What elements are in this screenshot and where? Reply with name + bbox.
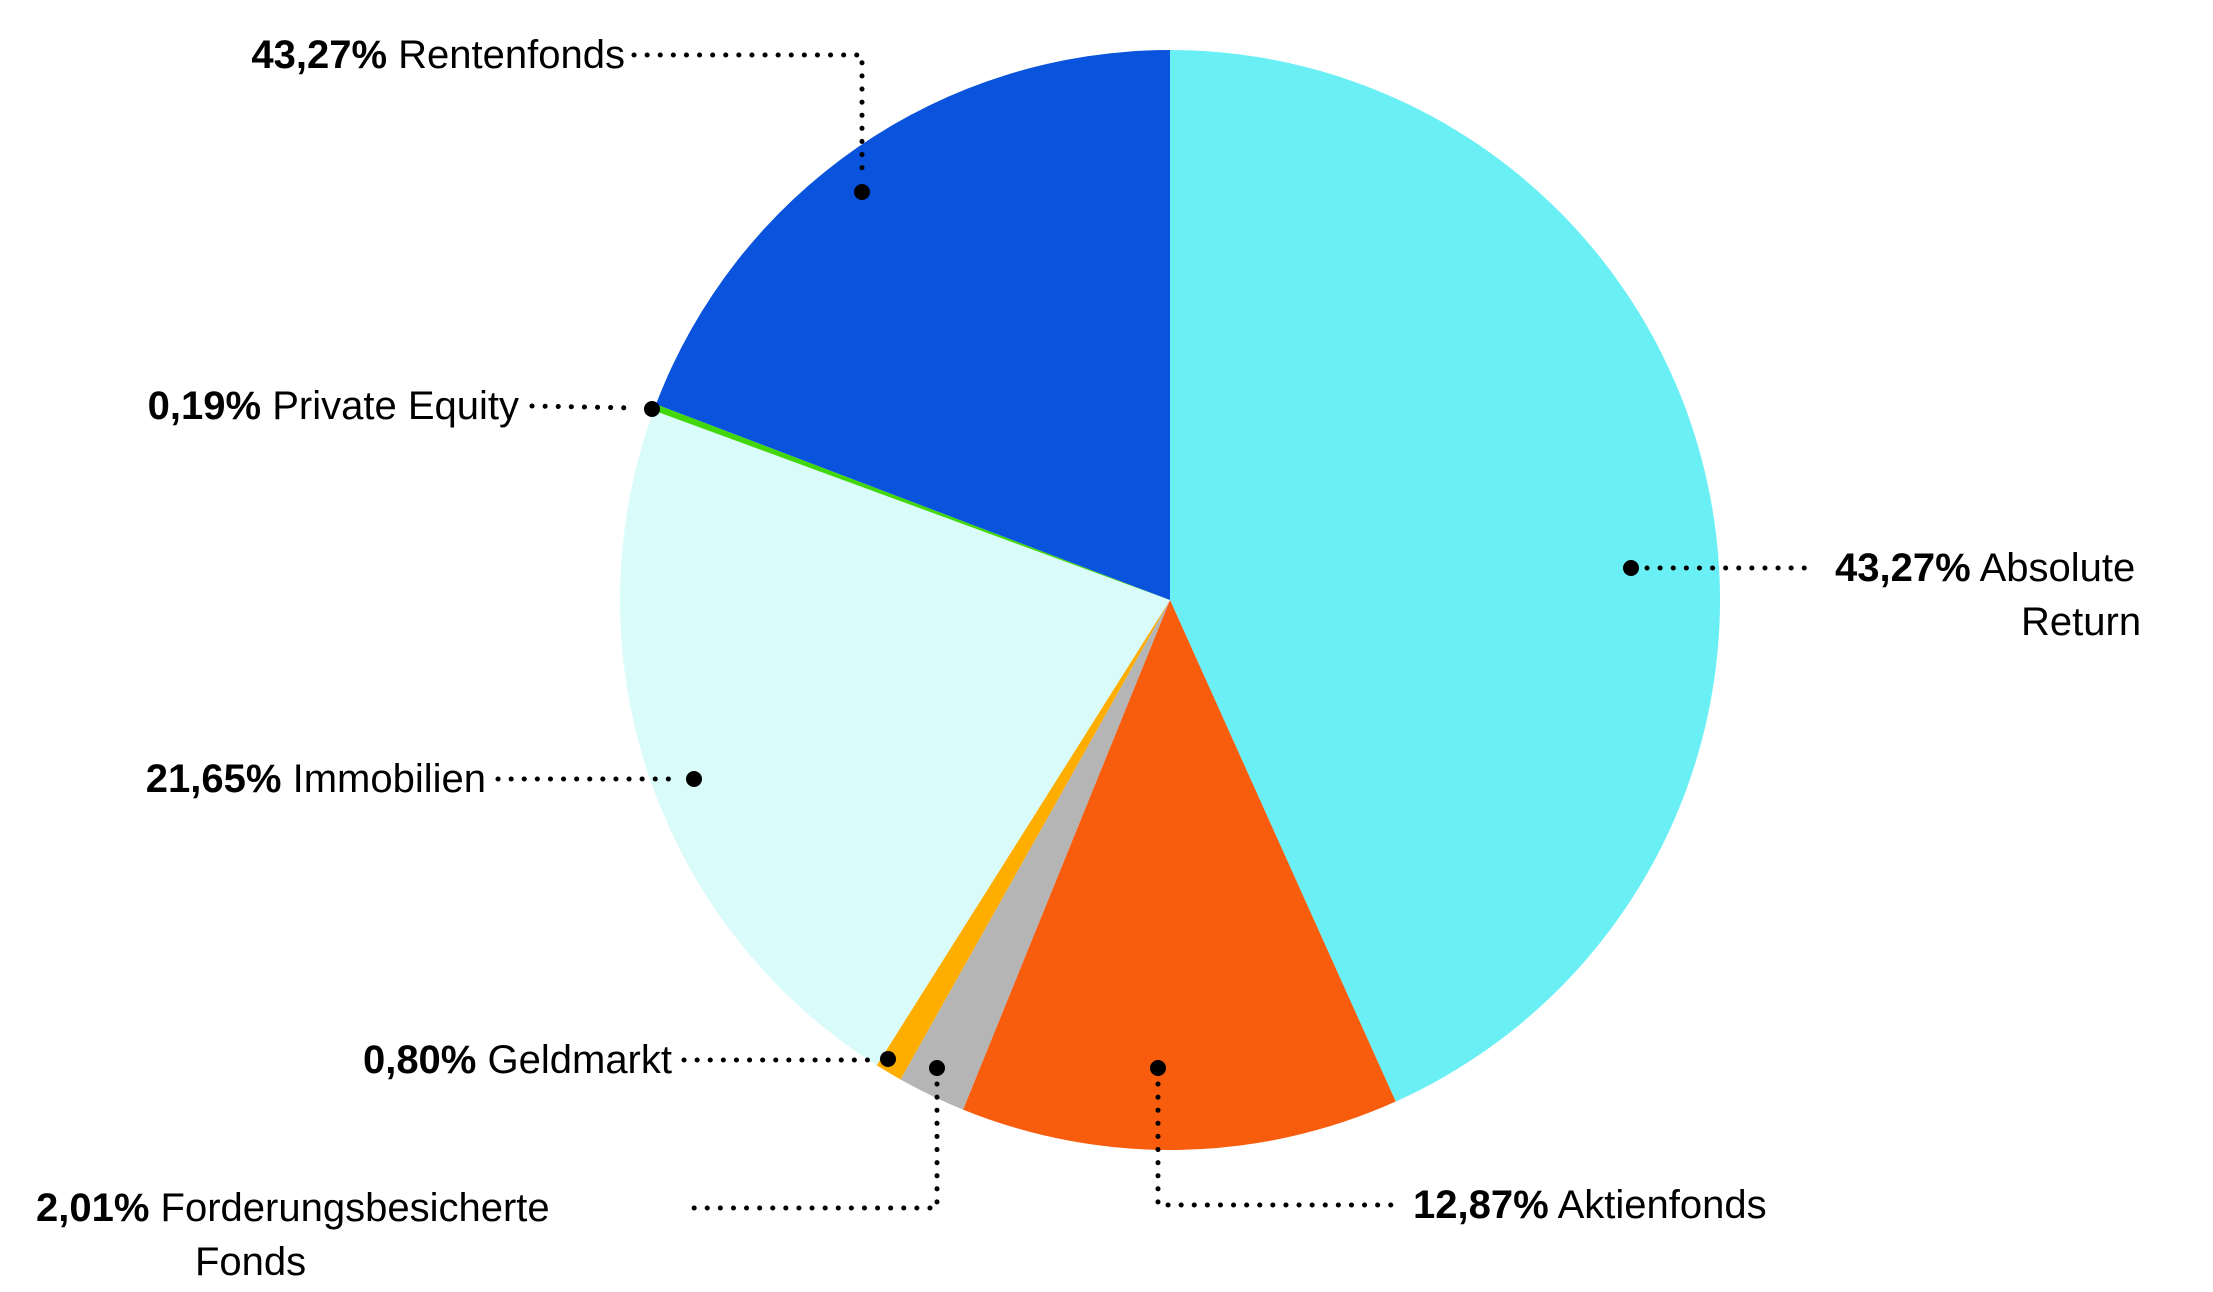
- slice-label-line: Fonds: [195, 1235, 550, 1289]
- leader-line-aktienfonds: [1155, 1081, 1403, 1208]
- slice-percent: 0,19%: [147, 384, 262, 428]
- slice-label-line: 43,27% Absolute: [1835, 541, 2141, 595]
- pie-slice-private-equity: [653, 404, 1170, 600]
- slice-label-geldmarkt: 0,80% Geldmarkt: [363, 1033, 672, 1087]
- slice-label-forderungsbesicherte-fonds: 2,01% Forderungsbesicherte Fonds: [36, 1181, 550, 1289]
- slice-percent: 12,87%: [1413, 1183, 1549, 1227]
- pie-slice-forderungsbesicherte-fonds: [900, 600, 1170, 1110]
- slice-label-line: Return: [2021, 595, 2141, 649]
- pie-slice-immobilien: [619, 410, 1170, 1066]
- slice-name: Immobilien: [292, 757, 486, 801]
- slice-label-aktienfonds: 12,87% Aktienfonds: [1413, 1178, 1767, 1232]
- slice-name: Rentenfonds: [398, 33, 625, 77]
- pie-slice-absolute-return: [1170, 50, 1720, 1102]
- slice-percent: 21,65%: [145, 757, 282, 801]
- pie-slice-aktienfonds: [963, 600, 1396, 1150]
- pie-slice-rentenfonds: [655, 49, 1170, 600]
- slice-percent: 43,27%: [1835, 546, 1971, 590]
- slice-label-absolute-return: 43,27% Absolute Return: [1835, 541, 2141, 649]
- anchor-dot-forderungsbesicherte-fonds: [929, 1060, 945, 1076]
- slice-percent: 2,01%: [36, 1186, 150, 1230]
- slice-name: Return: [2021, 600, 2142, 644]
- slice-name: Fonds: [195, 1240, 307, 1284]
- slice-label-line: 2,01% Forderungsbesicherte: [36, 1181, 550, 1235]
- slice-name: Private Equity: [272, 384, 519, 428]
- pie-slice-geldmarkt: [876, 600, 1170, 1080]
- anchor-dot-private-equity: [644, 401, 660, 417]
- slice-name: Absolute: [1979, 546, 2136, 590]
- anchor-dot-rentenfonds: [854, 184, 870, 200]
- slice-name: Geldmarkt: [487, 1038, 673, 1082]
- slice-name: Aktienfonds: [1557, 1183, 1767, 1227]
- anchor-dot-immobilien: [686, 771, 702, 787]
- slice-percent: 0,80%: [362, 1038, 477, 1082]
- slice-name: Forderungsbesicherte: [160, 1186, 550, 1230]
- leader-line-private-equity: [529, 403, 639, 411]
- leader-line-rentenfonds: [631, 52, 865, 179]
- slice-label-immobilien: 21,65% Immobilien: [146, 752, 486, 806]
- leader-line-forderungsbesicherte-fonds: [679, 1081, 940, 1211]
- slice-label-private-equity: 0,19% Private Equity: [148, 379, 519, 433]
- slice-percent: 43,27%: [251, 33, 388, 77]
- anchor-dot-aktienfonds: [1150, 1060, 1166, 1076]
- anchor-dot-geldmarkt: [880, 1051, 896, 1067]
- slice-label-rentenfonds: 43,27% Rentenfonds: [251, 28, 625, 82]
- anchor-dot-absolute-return: [1623, 560, 1639, 576]
